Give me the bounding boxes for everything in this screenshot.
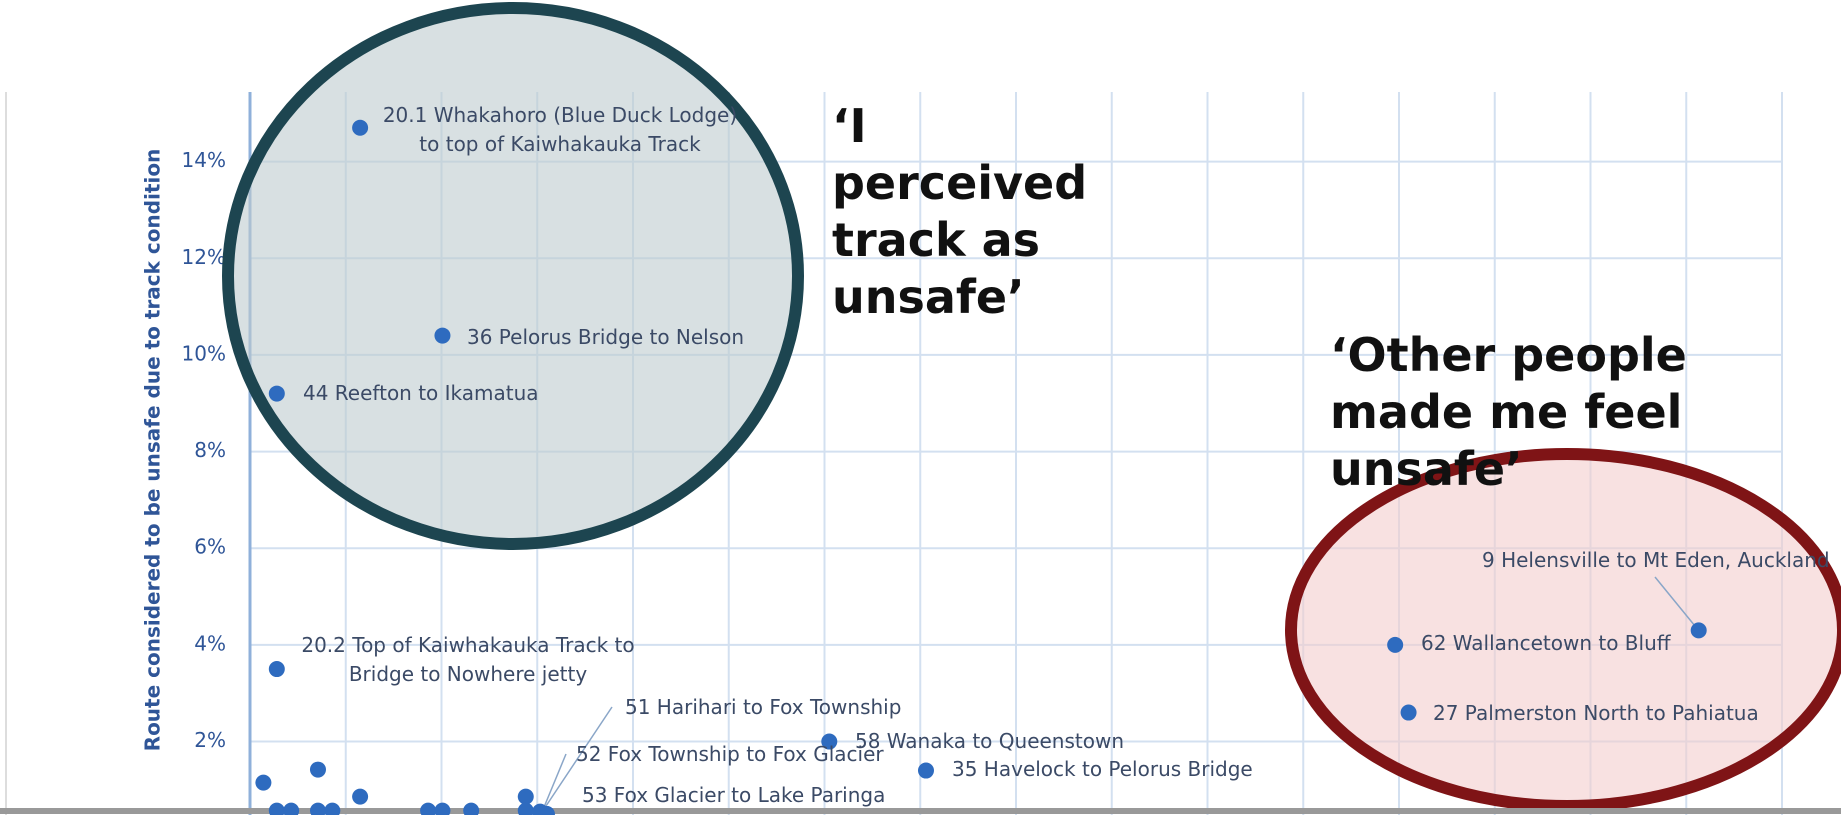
point-label: 52 Fox Township to Fox Glacier [576, 742, 884, 766]
y-tick-label: 4% [194, 631, 226, 655]
y-tick-label: 14% [182, 148, 226, 172]
point-label: 36 Pelorus Bridge to Nelson [467, 325, 745, 349]
highlight-circle [1285, 448, 1841, 812]
point-label: 35 Havelock to Pelorus Bridge [952, 757, 1253, 781]
leader-line [541, 706, 613, 813]
point-label: 53 Fox Glacier to Lake Paringa [582, 783, 886, 807]
data-point [324, 802, 341, 815]
data-point [463, 802, 480, 815]
y-tick-label: 2% [194, 728, 226, 752]
point-label: 51 Harihari to Fox Township [625, 695, 902, 719]
data-point [1400, 704, 1417, 721]
data-point [283, 802, 300, 815]
data-point [309, 802, 326, 815]
data-point [268, 661, 285, 678]
point-label: 44 Reefton to Ikamatua [303, 381, 539, 405]
data-point [255, 774, 272, 791]
data-point [434, 802, 451, 815]
data-point [821, 733, 838, 750]
data-point [352, 788, 369, 805]
data-point [434, 327, 451, 344]
data-point [268, 802, 285, 815]
data-point [517, 802, 534, 815]
data-point [309, 761, 326, 778]
annotation: ‘Other people made me feel unsafe’ [1330, 328, 1687, 496]
y-axis-title: Route considered to be unsafe due to tra… [141, 149, 165, 752]
y-tick-label: 8% [194, 438, 226, 462]
point-label: 27 Palmerston North to Pahiatua [1433, 701, 1759, 725]
data-point [268, 385, 285, 402]
point-label: 20.1 Whakahoro (Blue Duck Lodge) to top … [382, 103, 738, 156]
data-point [420, 802, 437, 815]
y-tick-label: 10% [182, 341, 226, 365]
highlight-circle [222, 2, 804, 550]
point-label: 62 Wallancetown to Bluff [1421, 631, 1671, 655]
data-point [352, 119, 369, 136]
data-point [538, 806, 555, 815]
data-point [1690, 622, 1707, 639]
data-point [917, 762, 934, 779]
point-label: 20.2 Top of Kaiwhakauka Track to Bridge … [301, 633, 635, 686]
point-label: 58 Wanaka to Queenstown [855, 729, 1125, 753]
data-point [1387, 636, 1404, 653]
annotation: ‘I perceived track as unsafe’ [832, 99, 1088, 324]
y-tick-label: 12% [182, 245, 226, 269]
data-point [517, 788, 534, 805]
leader-line [541, 753, 567, 813]
point-label: 9 Helensville to Mt Eden, Auckland [1482, 548, 1830, 572]
leader-line [1654, 576, 1696, 627]
y-tick-label: 6% [194, 535, 226, 559]
